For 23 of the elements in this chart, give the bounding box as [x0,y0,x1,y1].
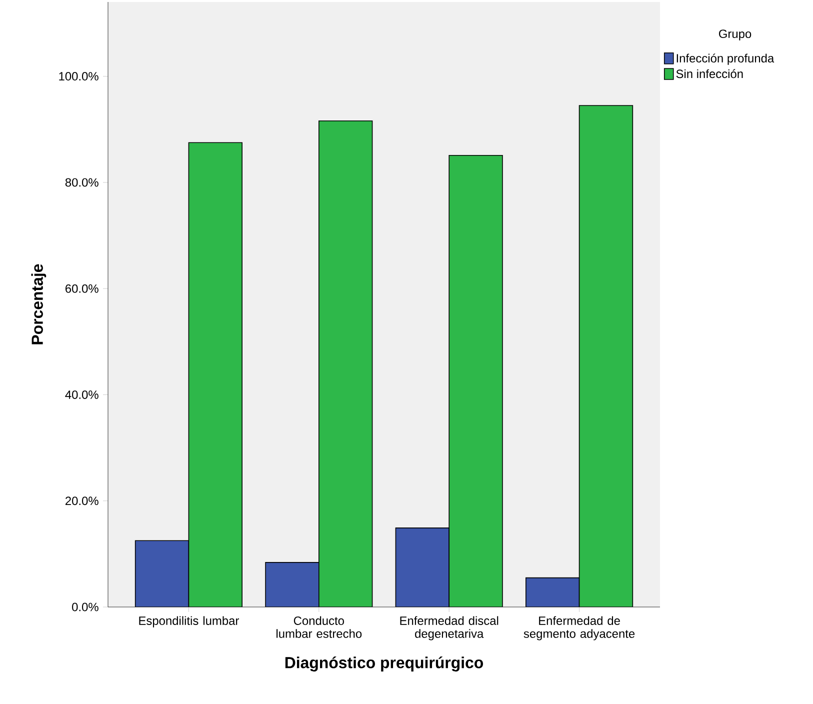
legend-label: Sin infección [676,69,743,78]
legend-title: Grupo [718,30,752,40]
x-tick-label: Enfermedad de segmento adyacente [524,616,635,640]
y-tick-label: 0.0% [72,602,98,612]
x-tick-label: Espondilitis lumbar [139,616,239,628]
y-tick-label: 80.0% [65,178,98,187]
bar [395,528,450,607]
bar [448,154,503,607]
bar [134,540,190,607]
x-axis-title: Diagnóstico prequirúrgico [285,656,484,672]
bar [188,142,242,607]
y-tick-label: 20.0% [66,496,98,506]
bar [265,562,320,607]
legend-label: Infección profunda [676,54,774,65]
y-axis-title: Porcentaje [31,264,46,344]
x-tick-label: Conducto lumbar estrecho [276,616,362,638]
y-tick-label: 60.0% [66,284,98,293]
y-tick-label: 40.0% [65,390,98,399]
bar [526,577,580,607]
bar [578,105,634,607]
bar [318,120,373,607]
x-tick-label: Enfermedad discal degenetariva [400,616,498,640]
y-tick-label: 100.0% [59,72,98,81]
